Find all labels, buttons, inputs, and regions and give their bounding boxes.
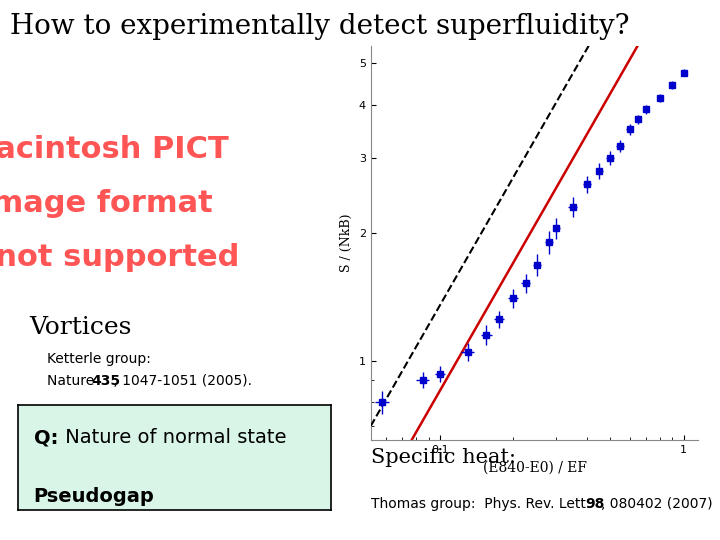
Text: Nature: Nature: [47, 374, 99, 388]
Text: image format: image format: [0, 189, 213, 218]
Text: How to experimentally detect superfluidity?: How to experimentally detect superfluidi…: [10, 14, 629, 40]
Text: Ketterle group:: Ketterle group:: [47, 352, 150, 366]
Text: Thomas group:  Phys. Rev. Lett.: Thomas group: Phys. Rev. Lett.: [371, 497, 595, 511]
Text: is not supported: is not supported: [0, 243, 239, 272]
Text: Q:: Q:: [34, 428, 58, 447]
Text: Specific heat:: Specific heat:: [371, 448, 516, 467]
Y-axis label: S / (NkB): S / (NkB): [341, 214, 354, 272]
Text: , 1047-1051 (2005).: , 1047-1051 (2005).: [109, 374, 252, 388]
Text: 435: 435: [91, 374, 120, 388]
Text: Macintosh PICT: Macintosh PICT: [0, 135, 229, 164]
Text: , 080402 (2007): , 080402 (2007): [601, 497, 713, 511]
Text: Vortices: Vortices: [29, 316, 131, 339]
Text: Nature of normal state: Nature of normal state: [59, 428, 287, 447]
Text: Pseudogap: Pseudogap: [34, 487, 154, 506]
Text: 98: 98: [585, 497, 605, 511]
X-axis label: (E840-E0) / EF: (E840-E0) / EF: [482, 461, 587, 475]
